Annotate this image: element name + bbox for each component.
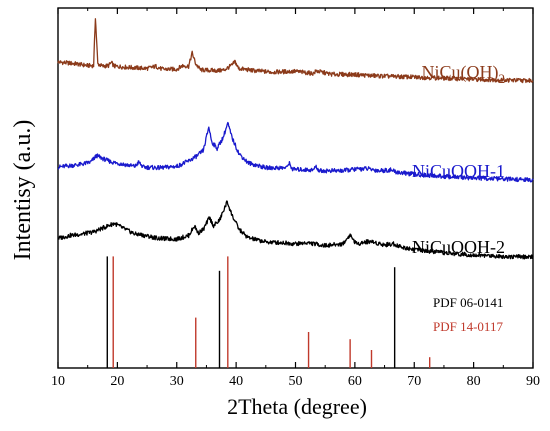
y-axis-title: Intentisy (a.u.)	[10, 120, 36, 261]
x-tick-label: 10	[51, 374, 65, 389]
reference-label-1: PDF 06-0141	[433, 295, 503, 310]
x-tick-label: 20	[110, 374, 124, 389]
x-tick-label: 40	[229, 374, 243, 389]
x-tick-label: 90	[526, 374, 540, 389]
reference-patterns	[106, 256, 431, 368]
x-tick-label: 60	[348, 374, 362, 389]
x-tick-label: 70	[407, 374, 421, 389]
axes: 10 20 30 40 50 60 70 80 90	[51, 7, 540, 389]
labels-group: NiCu(OH)2 NiCuOOH-1 NiCuOOH-2 PDF 06-0141 PD…	[412, 62, 505, 334]
series-label-1: NiCu(OH)2	[422, 62, 506, 86]
x-tick-label: 30	[170, 374, 184, 389]
series-label-3: NiCuOOH-2	[412, 237, 505, 257]
series-line-1	[57, 18, 534, 84]
x-tick-label: 50	[289, 374, 303, 389]
series-label-2: NiCuOOH-1	[412, 161, 505, 181]
series-line-3	[57, 200, 534, 260]
x-axis-title: 2Theta (degree)	[227, 394, 367, 419]
reference-label-2: PDF 14-0117	[433, 319, 503, 334]
series-group	[57, 18, 534, 260]
series-line-2	[57, 121, 534, 183]
x-tick-label: 80	[467, 374, 481, 389]
